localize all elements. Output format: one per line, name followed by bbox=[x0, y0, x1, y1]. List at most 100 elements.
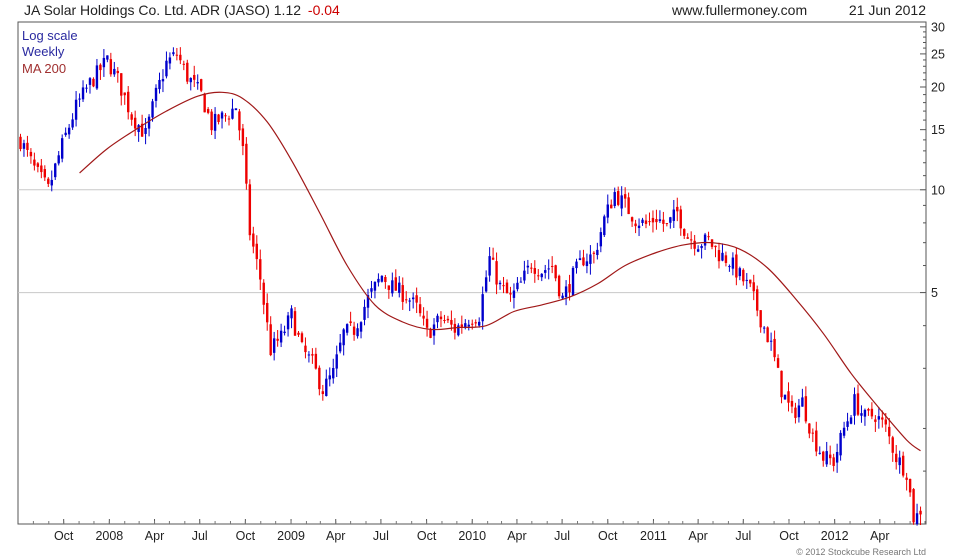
candle bbox=[71, 113, 74, 130]
candle bbox=[557, 274, 561, 299]
candle bbox=[213, 107, 217, 140]
candle bbox=[908, 478, 912, 497]
candle bbox=[50, 170, 53, 192]
candle bbox=[314, 347, 318, 370]
candle bbox=[644, 214, 648, 229]
candle bbox=[158, 72, 161, 94]
candle bbox=[356, 323, 359, 339]
legend-log-scale: Log scale bbox=[22, 28, 78, 43]
candle bbox=[286, 311, 290, 337]
candle bbox=[676, 197, 679, 222]
candle bbox=[241, 123, 245, 156]
candle bbox=[877, 406, 881, 429]
candle bbox=[304, 337, 307, 359]
candle bbox=[585, 253, 589, 274]
candle bbox=[776, 354, 780, 369]
candle bbox=[686, 233, 689, 239]
x-tick-label: 2012 bbox=[821, 529, 849, 543]
candle bbox=[272, 331, 276, 361]
candle bbox=[43, 165, 47, 181]
candle bbox=[505, 279, 509, 294]
candle bbox=[745, 273, 748, 289]
candle bbox=[623, 187, 627, 208]
candle bbox=[474, 319, 477, 327]
candle bbox=[655, 209, 658, 230]
candle bbox=[756, 285, 759, 317]
candle bbox=[662, 211, 665, 232]
candle bbox=[912, 488, 915, 525]
candle bbox=[147, 114, 151, 137]
candle bbox=[839, 430, 842, 461]
candle bbox=[544, 264, 547, 279]
candle bbox=[321, 384, 325, 401]
candle bbox=[206, 107, 210, 115]
candle bbox=[808, 423, 811, 439]
candle bbox=[22, 139, 26, 157]
candle bbox=[901, 451, 905, 478]
candle bbox=[366, 288, 370, 319]
x-tick-label: 2008 bbox=[95, 529, 123, 543]
candle bbox=[283, 325, 286, 336]
candle bbox=[335, 345, 338, 378]
candle bbox=[161, 69, 165, 93]
copyright: © 2012 Stockcube Research Ltd bbox=[796, 547, 926, 557]
candle bbox=[860, 405, 863, 423]
candle bbox=[443, 314, 446, 324]
candle bbox=[752, 274, 755, 301]
candle bbox=[547, 259, 550, 280]
candle bbox=[415, 287, 418, 314]
candle bbox=[637, 218, 641, 237]
x-tick-label: 2009 bbox=[277, 529, 305, 543]
candle bbox=[665, 223, 669, 227]
candle bbox=[370, 280, 373, 299]
candle bbox=[561, 292, 564, 300]
candle bbox=[603, 214, 606, 238]
candle bbox=[658, 210, 662, 223]
candle bbox=[259, 249, 262, 291]
candle bbox=[523, 260, 526, 284]
x-axis: Oct 2008 Apr Jul Oct 2009 Apr Jul Oct 2010 Apr Jul O… bbox=[32, 519, 926, 543]
candle bbox=[599, 227, 603, 253]
candle bbox=[328, 367, 331, 387]
candle bbox=[172, 47, 175, 57]
candle bbox=[731, 252, 735, 276]
chart-date: 21 Jun 2012 bbox=[849, 2, 926, 18]
candle bbox=[683, 228, 686, 240]
candle bbox=[418, 296, 422, 317]
candle bbox=[345, 323, 349, 336]
legend-ma200: MA 200 bbox=[22, 61, 66, 76]
candle bbox=[832, 453, 835, 472]
candle bbox=[227, 115, 231, 126]
candle bbox=[773, 330, 776, 362]
candle bbox=[293, 307, 297, 336]
candle bbox=[352, 321, 356, 341]
candle bbox=[245, 137, 248, 190]
chart-title: JA Solar Holdings Co. Ltd. ADR (JASO) 1.… bbox=[24, 2, 340, 18]
candle bbox=[919, 506, 922, 526]
x-tick-label: Apr bbox=[145, 529, 164, 543]
candle bbox=[696, 245, 700, 253]
gridlines bbox=[18, 189, 926, 294]
candle bbox=[102, 49, 106, 77]
x-tick-label: Jul bbox=[735, 529, 751, 543]
legend-weekly: Weekly bbox=[22, 44, 65, 59]
candle bbox=[318, 365, 321, 396]
candle bbox=[373, 281, 377, 299]
candle bbox=[575, 258, 578, 274]
candle bbox=[905, 472, 908, 491]
y-axis: 30 25 20 15 10 5 bbox=[920, 20, 945, 472]
candle bbox=[526, 259, 530, 275]
candle bbox=[592, 251, 596, 264]
candle bbox=[516, 277, 519, 292]
candle bbox=[405, 291, 408, 304]
x-tick-label: 2011 bbox=[640, 529, 667, 543]
candle bbox=[290, 305, 293, 329]
candle bbox=[589, 245, 592, 275]
title-text: JA Solar Holdings Co. Ltd. ADR (JASO) 1.… bbox=[24, 2, 301, 18]
candle bbox=[488, 247, 491, 282]
candle bbox=[130, 112, 133, 126]
candle bbox=[825, 441, 828, 467]
candle bbox=[262, 279, 265, 315]
candle bbox=[78, 93, 81, 107]
x-tick-label: 2010 bbox=[458, 529, 486, 543]
